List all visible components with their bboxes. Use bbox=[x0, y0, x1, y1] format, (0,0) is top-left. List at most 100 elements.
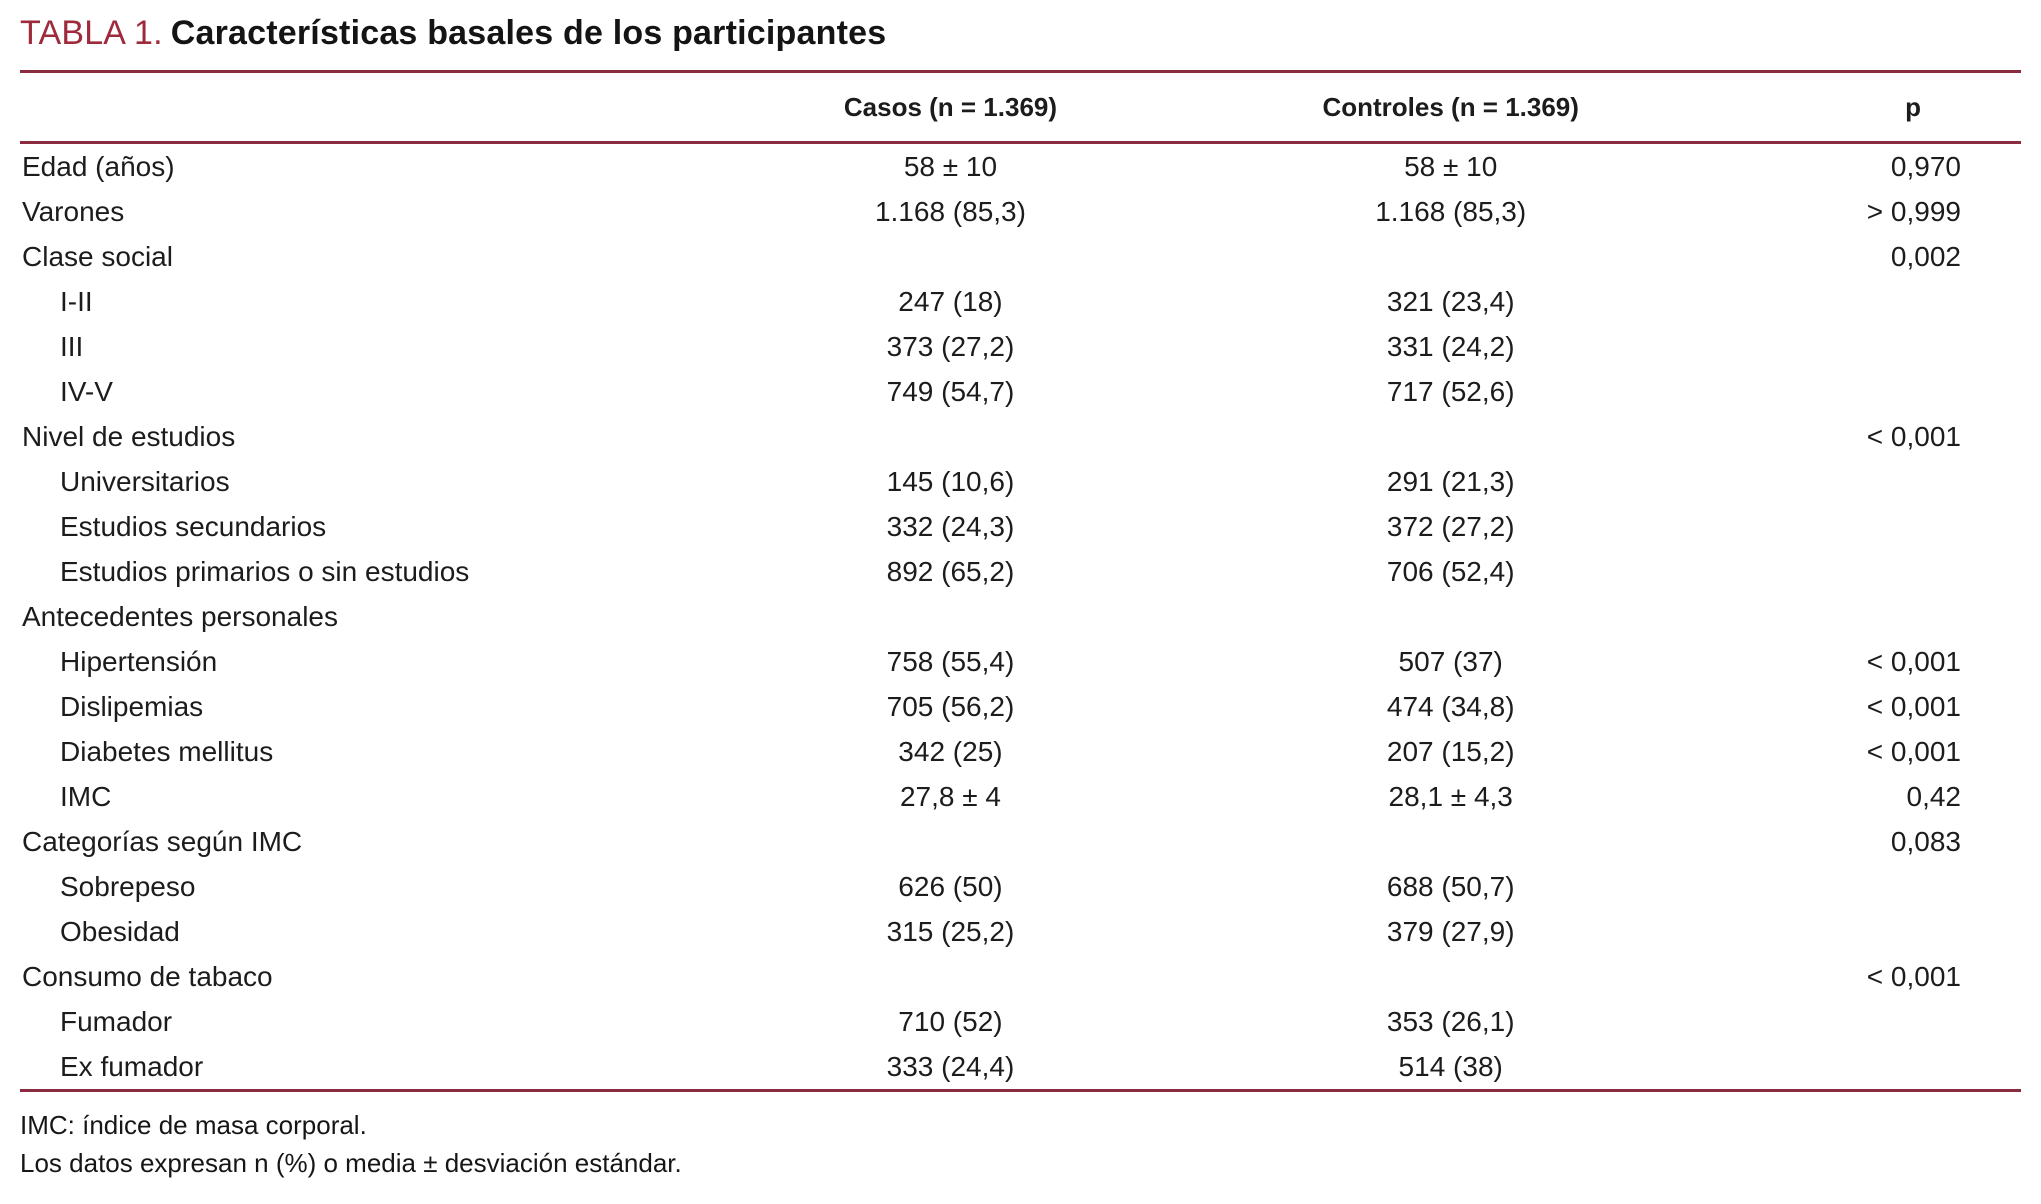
controles-value: 321 (23,4) bbox=[1386, 285, 1515, 317]
table-row: Estudios secundarios 332 (24,3) 372 (27,… bbox=[20, 504, 2021, 549]
row-label: Estudios primarios o sin estudios bbox=[60, 555, 470, 587]
p-value bbox=[1701, 909, 2021, 954]
table-row: Diabetes mellitus 342 (25) 207 (15,2) < … bbox=[20, 729, 2021, 774]
row-label: Consumo de tabaco bbox=[22, 960, 273, 992]
controles-value: 58 ± 10 bbox=[1404, 150, 1498, 182]
row-label: Varones bbox=[22, 195, 125, 227]
p-value bbox=[1701, 1044, 2021, 1089]
casos-value: 373 (27,2) bbox=[886, 330, 1015, 362]
row-label: Nivel de estudios bbox=[22, 420, 236, 452]
p-value bbox=[1701, 504, 2021, 549]
row-label: Universitarios bbox=[60, 465, 230, 497]
p-value bbox=[1701, 999, 2021, 1044]
controles-value: 1.168 (85,3) bbox=[1375, 195, 1527, 227]
table-row: Antecedentes personales bbox=[20, 594, 2021, 639]
casos-value: 333 (24,4) bbox=[886, 1050, 1015, 1082]
bottom-rule bbox=[20, 1089, 2021, 1092]
casos-value: 27,8 ± 4 bbox=[899, 780, 1001, 812]
p-value bbox=[1701, 279, 2021, 324]
controles-value: 353 (26,1) bbox=[1386, 1005, 1515, 1037]
row-label: Fumador bbox=[60, 1005, 173, 1037]
table-row: IMC 27,8 ± 4 28,1 ± 4,3 0,42 bbox=[20, 774, 2021, 819]
table-row: Varones 1.168 (85,3) 1.168 (85,3) > 0,99… bbox=[20, 189, 2021, 234]
table-row: Obesidad 315 (25,2) 379 (27,9) bbox=[20, 909, 2021, 954]
casos-value: 892 (65,2) bbox=[886, 555, 1015, 587]
column-header-controles: Controles (n = 1.369) bbox=[1200, 73, 1701, 144]
table-row: I-II 247 (18) 321 (23,4) bbox=[20, 279, 2021, 324]
controles-value bbox=[1201, 954, 1701, 999]
p-value bbox=[1701, 369, 2021, 414]
p-value bbox=[1701, 459, 2021, 504]
casos-value bbox=[700, 414, 1200, 459]
p-value: 0,970 bbox=[1890, 150, 1961, 182]
casos-value bbox=[700, 819, 1200, 864]
controles-value: 514 (38) bbox=[1398, 1050, 1503, 1082]
table-label: TABLA 1. bbox=[20, 14, 163, 52]
table-row: Consumo de tabaco < 0,001 bbox=[20, 954, 2021, 999]
row-label: Ex fumador bbox=[60, 1050, 204, 1082]
controles-value: 717 (52,6) bbox=[1386, 375, 1515, 407]
row-label: Categorías según IMC bbox=[22, 825, 303, 857]
casos-value bbox=[700, 594, 1200, 639]
controles-value: 28,1 ± 4,3 bbox=[1388, 780, 1513, 812]
controles-value: 688 (50,7) bbox=[1386, 870, 1515, 902]
p-value bbox=[1701, 549, 2021, 594]
casos-value: 145 (10,6) bbox=[886, 465, 1015, 497]
controles-value: 372 (27,2) bbox=[1386, 510, 1515, 542]
controles-value bbox=[1201, 594, 1701, 639]
baseline-characteristics-table: Casos (n = 1.369) Controles (n = 1.369) … bbox=[20, 73, 2021, 1089]
row-label: Sobrepeso bbox=[60, 870, 196, 902]
casos-value bbox=[700, 954, 1200, 999]
footnotes: IMC: índice de masa corporal. Los datos … bbox=[20, 1106, 2021, 1182]
p-value bbox=[1701, 594, 2021, 639]
controles-value: 291 (21,3) bbox=[1386, 465, 1515, 497]
row-label: Antecedentes personales bbox=[22, 600, 338, 632]
top-rule bbox=[20, 70, 2021, 73]
column-header-empty bbox=[20, 73, 701, 144]
casos-value: 247 (18) bbox=[898, 285, 1003, 317]
p-value: > 0,999 bbox=[1866, 195, 1961, 227]
table-row: Edad (años) 58 ± 10 58 ± 10 0,970 bbox=[20, 143, 2021, 190]
row-label: Dislipemias bbox=[60, 690, 204, 722]
controles-value: 474 (34,8) bbox=[1386, 690, 1515, 722]
p-value: < 0,001 bbox=[1866, 735, 1961, 767]
p-value: 0,002 bbox=[1890, 240, 1961, 272]
column-header-p: p bbox=[1700, 73, 2021, 144]
row-label: Clase social bbox=[22, 240, 173, 272]
p-value: < 0,001 bbox=[1866, 645, 1961, 677]
casos-value: 58 ± 10 bbox=[903, 150, 998, 182]
casos-value bbox=[700, 234, 1200, 279]
p-value: < 0,001 bbox=[1866, 690, 1961, 722]
footnote-imc: IMC: índice de masa corporal. bbox=[20, 1110, 367, 1140]
controles-value bbox=[1201, 819, 1701, 864]
casos-value: 626 (50) bbox=[898, 870, 1003, 902]
casos-value: 749 (54,7) bbox=[886, 375, 1015, 407]
row-label: Hipertensión bbox=[60, 645, 218, 677]
casos-value: 710 (52) bbox=[898, 1005, 1003, 1037]
casos-value: 705 (56,2) bbox=[886, 690, 1015, 722]
controles-value: 507 (37) bbox=[1398, 645, 1503, 677]
controles-value: 207 (15,2) bbox=[1386, 735, 1515, 767]
casos-value: 332 (24,3) bbox=[886, 510, 1015, 542]
p-value bbox=[1701, 864, 2021, 909]
casos-value: 758 (55,4) bbox=[886, 645, 1015, 677]
table-row: Sobrepeso 626 (50) 688 (50,7) bbox=[20, 864, 2021, 909]
controles-value: 706 (52,4) bbox=[1386, 555, 1515, 587]
table-caption: Características basales de los participa… bbox=[170, 14, 887, 52]
controles-value: 331 (24,2) bbox=[1386, 330, 1515, 362]
table-title-block: TABLA 1. Características basales de los p… bbox=[20, 10, 2021, 56]
row-label: III bbox=[60, 330, 84, 362]
table-row: Estudios primarios o sin estudios 892 (6… bbox=[20, 549, 2021, 594]
row-label: Edad (años) bbox=[22, 150, 175, 182]
table-row: IV-V 749 (54,7) 717 (52,6) bbox=[20, 369, 2021, 414]
table-row: III 373 (27,2) 331 (24,2) bbox=[20, 324, 2021, 369]
table-row: Categorías según IMC 0,083 bbox=[20, 819, 2021, 864]
p-value: 0,42 bbox=[1906, 780, 1962, 812]
table-row: Universitarios 145 (10,6) 291 (21,3) bbox=[20, 459, 2021, 504]
controles-value bbox=[1201, 414, 1701, 459]
row-label: Obesidad bbox=[60, 915, 180, 947]
footnote-data-format: Los datos expresan n (%) o media ± desvi… bbox=[20, 1148, 682, 1178]
p-value bbox=[1701, 324, 2021, 369]
casos-value: 1.168 (85,3) bbox=[874, 195, 1026, 227]
